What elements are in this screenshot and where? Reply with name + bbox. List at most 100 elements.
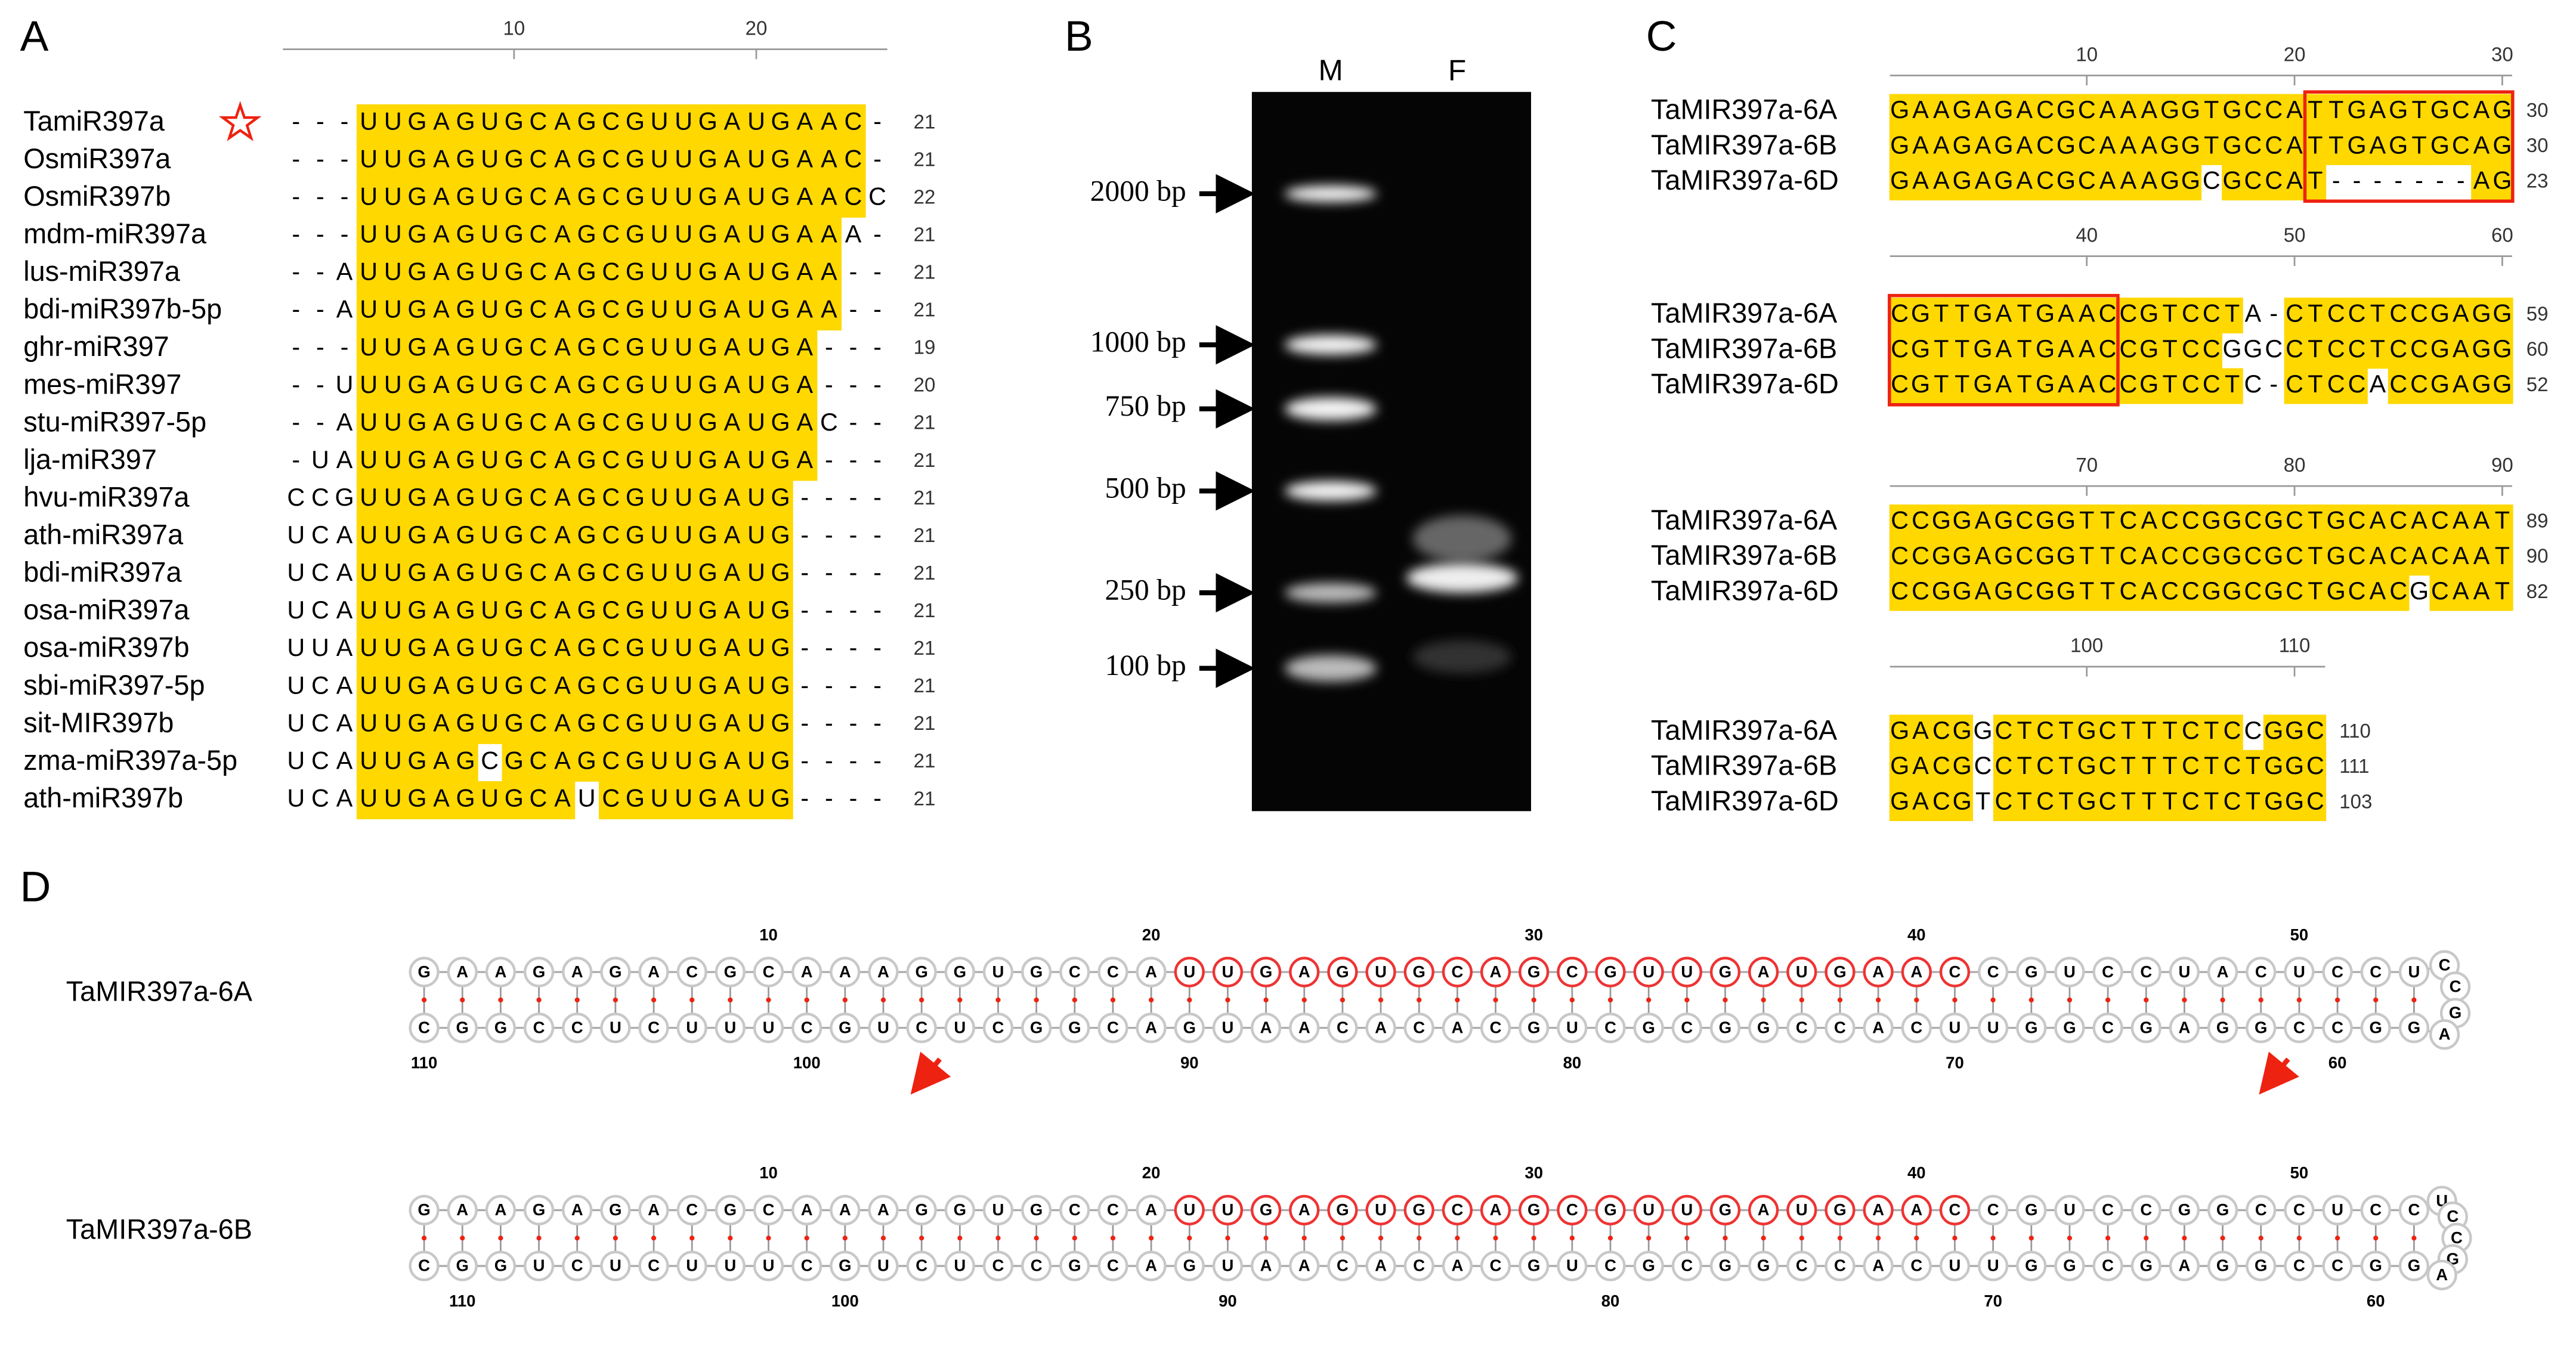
nucleotide: G [1068,1018,1081,1036]
highlight [647,705,672,744]
nucleotide: G [2327,507,2346,534]
nucleotide: G [456,333,475,361]
highlight [1952,165,1973,201]
nucleotide: A [796,145,813,172]
nucleotide: U [384,747,402,774]
nucleotide: A [336,784,353,812]
pair-dot [842,1236,848,1241]
nucleotide: A [1912,787,1929,815]
nucleotide: A [1933,131,1950,159]
highlight [695,442,720,481]
highlight [453,142,478,180]
nucleotide: C [2161,507,2179,534]
highlight [744,405,769,444]
nucleotide: C [1604,1018,1616,1036]
nucleotide: C [287,484,305,511]
nucleotide: C [2286,335,2303,363]
highlight [817,255,842,293]
nucleotide: - [825,784,833,812]
nucleotide: G [698,671,718,699]
sequence-length: 21 [914,750,936,772]
nucleotide: U [651,107,669,135]
nucleotide: - [873,446,882,473]
nucleotide: G [1757,1256,1770,1275]
nucleotide: U [481,333,499,361]
highlight [671,593,697,631]
nucleotide: A [1298,962,1310,981]
nucleotide: A [2141,167,2157,194]
nucleotide: U [384,484,402,511]
nucleotide: G [2389,131,2408,159]
nucleotide: C [2265,335,2283,363]
nucleotide: U [360,484,378,511]
nucleotide: G [1030,1200,1043,1219]
highlight [744,518,769,556]
highlight [695,705,720,744]
nucleotide: U [763,1256,775,1275]
nucleotide: A [336,634,353,661]
highlight [647,593,672,631]
highlight [405,142,430,180]
nucleotide: C [533,1018,545,1036]
pair-dot [2258,1236,2263,1241]
highlight [744,367,769,406]
nucleotide: C [530,596,548,624]
highlight [550,405,576,444]
nucleotide: G [2285,717,2304,744]
highlight [671,405,697,444]
nucleotide: G [494,1256,507,1275]
nucleotide: C [820,408,838,436]
nucleotide: G [2057,542,2076,569]
highlight [744,142,769,180]
highlight [2097,165,2119,201]
nucleotide: C [2451,1228,2463,1247]
nucleotide: G [2036,370,2055,398]
nucleotide: A [2141,542,2157,569]
nucleotide: G [771,596,790,624]
nucleotide: G [407,671,426,699]
nucleotide: A [456,962,468,981]
nucleotide: C [311,709,329,736]
nucleotide: T [2058,752,2073,779]
nucleotide: A [2079,335,2095,363]
nucleotide: G [1642,1018,1655,1036]
nucleotide: - [849,559,858,586]
nucleotide: A [1145,962,1157,981]
nucleotide: U [2331,1200,2343,1219]
nucleotide: G [2057,507,2076,534]
nucleotide: C [1681,1256,1693,1275]
highlight [502,142,527,180]
nucleotide: U [675,521,692,549]
pair-dot [2411,1236,2417,1241]
highlight [453,367,478,406]
highlight [1952,298,1973,334]
highlight [695,480,720,519]
nucleotide: G [2255,1256,2267,1275]
nucleotide: C [311,484,329,511]
highlight [477,255,503,293]
highlight [502,668,527,707]
nucleotide: - [849,521,858,549]
highlight [405,292,430,331]
nucleotide: G [505,671,524,699]
nucleotide: U [675,559,692,586]
highlight [429,480,454,519]
nucleotide: U [992,962,1004,981]
nucleotide: G [626,258,645,286]
sequence-name: TaMIR397a-6B [1651,333,1837,364]
nucleotide: C [2348,300,2366,327]
nucleotide: U [651,634,669,661]
highlight [744,442,769,481]
gel [1251,92,1532,812]
nucleotide: G [2025,1256,2037,1275]
nucleotide: G [698,634,718,661]
nucleotide: C [1891,300,1909,327]
nucleotide: C [571,1018,583,1036]
nucleotide: - [292,221,300,248]
pair-dot [1723,997,1728,1003]
nucleotide: - [2436,167,2444,194]
highlight [1931,165,1953,201]
nucleotide: A [554,596,571,624]
nucleotide: U [287,671,305,699]
nucleotide: - [873,107,882,135]
